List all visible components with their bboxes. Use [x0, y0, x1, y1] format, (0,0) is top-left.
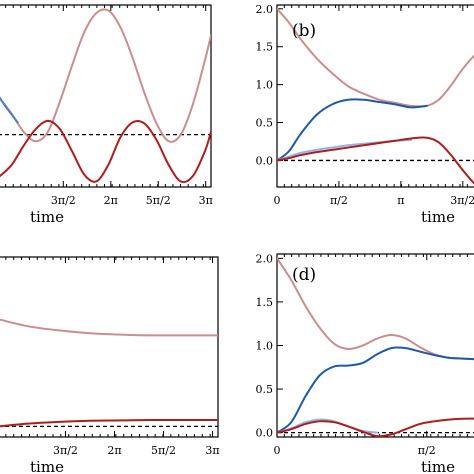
plot-frame: [0, 4, 212, 188]
y-tick-label: 0.0: [256, 154, 274, 167]
x-axis-label: time: [421, 208, 455, 226]
y-tick-label: 1.0: [256, 340, 274, 353]
panel-1: 0 π/2 π 3π/2 0.0 0.5 1.0 1.5 2.0 time (b): [256, 3, 474, 226]
y-tick-label: 2.0: [256, 3, 274, 16]
x-tick-label: 3π/2: [450, 194, 474, 207]
x-tick-label: 3π/2: [51, 194, 76, 207]
series-line-1: [277, 98, 428, 162]
series-line-1: [277, 346, 474, 434]
series-line-0: [0, 318, 218, 337]
series-line-2: [277, 138, 413, 162]
x-tick-label: 5π/2: [151, 444, 176, 457]
series-line-1: [0, 96, 19, 124]
x-axis-label: time: [30, 208, 64, 226]
y-tick-label: 1.5: [256, 41, 274, 54]
panel-label: (d): [292, 265, 316, 285]
y-tick-label: 2.0: [256, 252, 274, 265]
y-tick-label: 0.5: [256, 383, 274, 396]
x-tick-label: 3π: [205, 444, 219, 457]
y-tick-label: 0.5: [256, 117, 274, 130]
panel-2: 3π/2 2π 5π/2 3π time: [0, 256, 220, 474]
y-tick-label: 0.0: [256, 427, 274, 440]
series-line-1: [0, 419, 218, 428]
panel-0: 3π/2 2π 5π/2 3π time: [0, 4, 213, 226]
x-tick-label: 2π: [104, 194, 118, 207]
panel-3: 0 π/2 0.0 0.5 1.0 1.5 2.0 time (d): [256, 252, 474, 474]
series-line-0: [0, 8, 211, 143]
x-axis-label: time: [421, 458, 455, 474]
x-tick-label: 0: [274, 444, 281, 457]
x-tick-label: π/2: [418, 444, 436, 457]
y-tick-label: 1.0: [256, 79, 274, 92]
x-tick-label: 3π/2: [53, 444, 78, 457]
x-tick-label: 0: [274, 194, 281, 207]
series-line-3: [277, 136, 474, 185]
x-tick-label: 3π: [199, 194, 213, 207]
x-axis-label: time: [30, 458, 64, 474]
plot-frame: [0, 256, 219, 438]
series-line-0: [277, 7, 474, 108]
series-line-2: [0, 119, 211, 184]
x-tick-label: 5π/2: [146, 194, 171, 207]
series-line-3: [277, 417, 474, 437]
x-tick-label: π/2: [330, 194, 348, 207]
x-tick-label: π: [397, 194, 404, 207]
x-tick-label: 2π: [107, 444, 121, 457]
panel-label: (b): [292, 21, 316, 41]
y-tick-label: 1.5: [256, 296, 274, 309]
